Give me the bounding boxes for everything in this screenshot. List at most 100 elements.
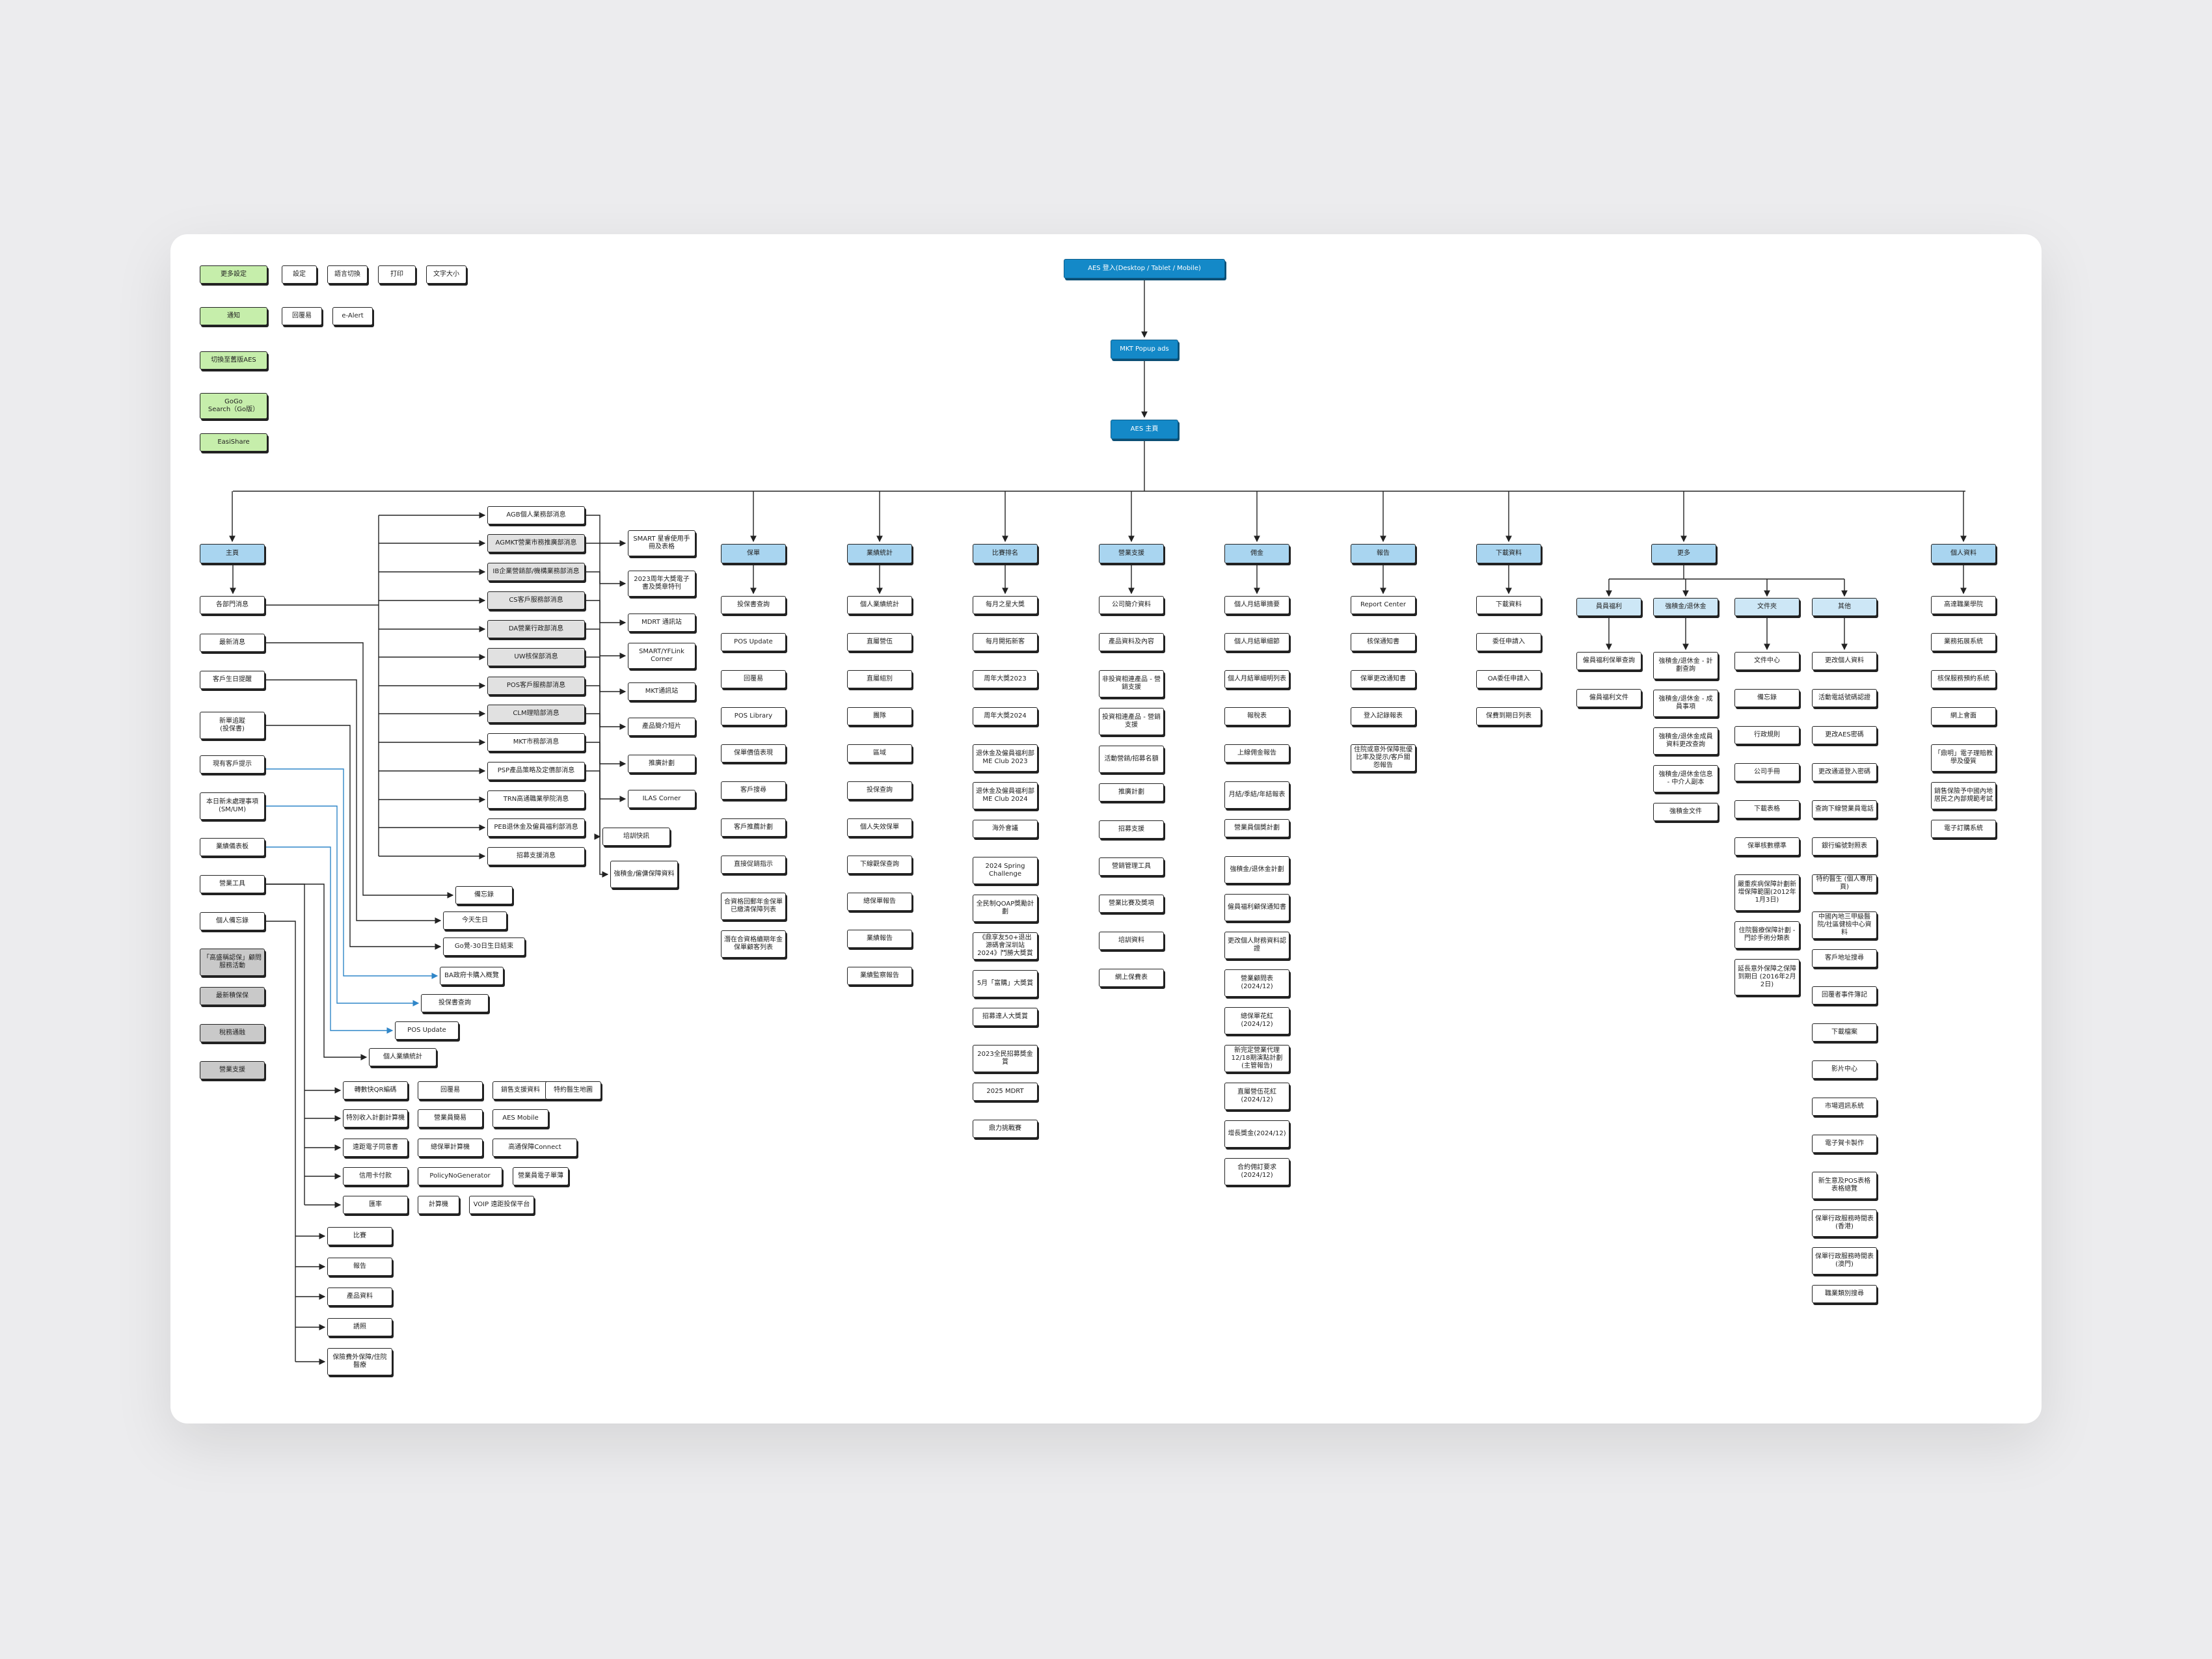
more-2-5[interactable]: 保單核數標準 <box>1734 837 1800 856</box>
cat1-item-9[interactable]: 潛在合資格續期年金保單顧客列表 <box>721 930 786 958</box>
cat1-item-7[interactable]: 直接促銷指示 <box>721 856 786 874</box>
category-6[interactable]: 報告 <box>1351 544 1416 563</box>
cat1-item-5[interactable]: 客戶搜尋 <box>721 781 786 800</box>
cat5-item-6[interactable]: 營業員個獎計劃 <box>1224 819 1289 837</box>
cat2-item-6[interactable]: 個人失效保單 <box>847 818 912 837</box>
more-3-17[interactable]: 職業類別搜尋 <box>1812 1285 1877 1303</box>
home-item-10[interactable]: 最新積保保 <box>200 987 265 1005</box>
more-3-2[interactable]: 更改AES密碼 <box>1812 726 1877 744</box>
category-1[interactable]: 保單 <box>721 544 786 563</box>
more-2-0[interactable]: 文件中心 <box>1734 652 1800 670</box>
tool-2-2[interactable]: 高通保障Connect <box>492 1139 577 1157</box>
cat4-item-1[interactable]: 產品資料及內容 <box>1099 633 1164 651</box>
cat4-item-5[interactable]: 推廣計劃 <box>1099 783 1164 802</box>
home-item-5[interactable]: 本日新未處理事項 (SM/UM) <box>200 792 265 820</box>
home-news-1[interactable]: AGMKT營業市務推廣部消息 <box>487 534 585 552</box>
tool-3-0[interactable]: 信用卡付款 <box>343 1167 408 1185</box>
cat6-item-2[interactable]: 保單更改通知書 <box>1351 670 1416 688</box>
cat3-item-4[interactable]: 退休金及僱員福利部ME Club 2023 <box>973 744 1038 772</box>
home-node[interactable]: AES 主頁 <box>1111 420 1178 439</box>
tool-4-1[interactable]: 計算機 <box>418 1196 459 1214</box>
more-3-15[interactable]: 保單行政服務時間表(香港) <box>1812 1209 1877 1237</box>
more-3-8[interactable]: 客戶地址搜尋 <box>1812 949 1877 967</box>
cat2-item-7[interactable]: 下線觀保查詢 <box>847 856 912 874</box>
cat5-item-13[interactable]: 直屬營伍花紅(2024/12) <box>1224 1083 1289 1110</box>
category-9[interactable]: 個人資料 <box>1931 544 1996 563</box>
cat2-item-4[interactable]: 區域 <box>847 744 912 762</box>
home-link-5[interactable]: POS Update <box>395 1021 459 1040</box>
cat5-item-11[interactable]: 總保單花紅(2024/12) <box>1224 1007 1289 1034</box>
home-news-sub-7[interactable]: ILAS Corner <box>628 790 695 808</box>
home-link-4[interactable]: 投保書查詢 <box>421 994 489 1012</box>
cat7-item-0[interactable]: 下載資料 <box>1476 596 1541 614</box>
more-2-3[interactable]: 公司手冊 <box>1734 763 1800 781</box>
cat2-item-9[interactable]: 業績報告 <box>847 930 912 948</box>
cat2-item-5[interactable]: 投保查詢 <box>847 781 912 800</box>
support-link-4[interactable]: 保險費外保障/住院醫療 <box>327 1348 392 1375</box>
more-sub-0[interactable]: 員員福利 <box>1576 598 1641 616</box>
category-7[interactable]: 下載資料 <box>1476 544 1541 563</box>
more-1-3[interactable]: 強積金/退休金信息 - 中介人副本 <box>1653 765 1718 792</box>
quick-link-8[interactable]: 切換至舊版AES <box>200 351 267 370</box>
cat2-item-8[interactable]: 總保單報告 <box>847 893 912 911</box>
cat1-item-6[interactable]: 客戶推薦計劃 <box>721 818 786 837</box>
more-2-7[interactable]: 住院醫療保障計劃 - 門診手術分類表 <box>1734 921 1800 949</box>
home-item-12[interactable]: 營業支援 <box>200 1061 265 1079</box>
cat6-item-3[interactable]: 登入記錄報表 <box>1351 707 1416 725</box>
cat5-item-2[interactable]: 個人月結單細明列表 <box>1224 670 1289 688</box>
more-2-8[interactable]: 延長意外保障之保障到期日 (2016年2月2日) <box>1734 959 1800 995</box>
cat9-item-1[interactable]: 業務拓展系統 <box>1931 633 1996 651</box>
quick-link-4[interactable]: 文字大小 <box>426 265 466 284</box>
cat3-item-1[interactable]: 每月開拓新客 <box>973 633 1038 651</box>
tool-1-0[interactable]: 特別收入計劃計算機 <box>343 1109 408 1127</box>
home-news-11[interactable]: PEB退休金及僱員福利部消息 <box>487 818 585 837</box>
cat3-item-12[interactable]: 2023全民招募獎金賞 <box>973 1045 1038 1072</box>
tool-2-0[interactable]: 遠距電子同意書 <box>343 1139 408 1157</box>
home-item-7[interactable]: 營業工具 <box>200 875 265 893</box>
tool-4-0[interactable]: 匯率 <box>343 1196 408 1214</box>
cat4-item-6[interactable]: 招募支援 <box>1099 820 1164 839</box>
cat2-item-3[interactable]: 團隊 <box>847 707 912 725</box>
cat3-item-14[interactable]: 鼎力挑戰賽 <box>973 1120 1038 1138</box>
home-news-0[interactable]: AGB個人業務部消息 <box>487 506 585 524</box>
quick-link-7[interactable]: e-Alert <box>332 307 373 325</box>
cat2-item-0[interactable]: 個人業績統計 <box>847 596 912 614</box>
cat3-item-10[interactable]: 5月「富購」大獎賞 <box>973 970 1038 997</box>
cat5-item-3[interactable]: 報稅表 <box>1224 707 1289 725</box>
more-sub-3[interactable]: 其他 <box>1812 598 1877 616</box>
tool-0-3[interactable]: 特約醫生地圖 <box>545 1081 601 1099</box>
home-item-0[interactable]: 各部門消息 <box>200 596 265 614</box>
quick-link-0[interactable]: 更多設定 <box>200 265 267 284</box>
cat4-item-3[interactable]: 投資相連產品 - 營銷支援 <box>1099 708 1164 735</box>
home-item-2[interactable]: 客戶生日提醒 <box>200 671 265 689</box>
cat3-item-9[interactable]: 《鼎享友50+退出源碼會深圳站2024》鬥勝大獎賞 <box>973 932 1038 960</box>
cat4-item-2[interactable]: 非投資相連產品 - 營銷支援 <box>1099 670 1164 697</box>
cat9-item-0[interactable]: 高達職業學院 <box>1931 596 1996 614</box>
tool-3-1[interactable]: PolicyNoGenerator <box>418 1167 502 1185</box>
cat4-item-8[interactable]: 營業比賽及獎項 <box>1099 895 1164 913</box>
home-news-sub-6[interactable]: 推廣計劃 <box>628 755 695 773</box>
quick-link-1[interactable]: 設定 <box>282 265 317 284</box>
home-news-sub-9[interactable]: 強積金/僱傭保障資料 <box>610 861 678 888</box>
more-1-1[interactable]: 強積金/退休金 - 成員事項 <box>1653 690 1718 717</box>
home-item-1[interactable]: 最新消息 <box>200 634 265 652</box>
cat1-item-1[interactable]: POS Update <box>721 633 786 651</box>
home-news-sub-3[interactable]: SMART/YFLink Corner <box>628 643 695 669</box>
cat9-item-4[interactable]: 「鼎明」電子理賠教學及優質 <box>1931 744 1996 772</box>
tool-4-2[interactable]: VOIP 遠距投保平台 <box>469 1196 534 1214</box>
cat1-item-3[interactable]: POS Library <box>721 707 786 725</box>
cat7-item-1[interactable]: 委任申請入 <box>1476 633 1541 651</box>
quick-link-10[interactable]: EasiShare <box>200 433 267 452</box>
cat2-item-1[interactable]: 直屬營伍 <box>847 633 912 651</box>
cat2-item-10[interactable]: 業績監察報告 <box>847 967 912 985</box>
tool-1-1[interactable]: 營業員簡易 <box>418 1109 483 1127</box>
more-1-0[interactable]: 強積金/退休金 - 計劃查詢 <box>1653 652 1718 679</box>
home-news-8[interactable]: MKT市務部消息 <box>487 733 585 751</box>
more-2-1[interactable]: 備忘錄 <box>1734 689 1800 707</box>
home-news-6[interactable]: POS客戶服務部消息 <box>487 677 585 695</box>
cat7-item-3[interactable]: 保費到期日列表 <box>1476 707 1541 725</box>
home-news-sub-8[interactable]: 培訓快訊 <box>602 828 670 846</box>
home-item-4[interactable]: 現有客戶提示 <box>200 755 265 774</box>
more-3-5[interactable]: 銀行編號對照表 <box>1812 837 1877 856</box>
more-0-1[interactable]: 僱員福利文件 <box>1576 689 1641 707</box>
